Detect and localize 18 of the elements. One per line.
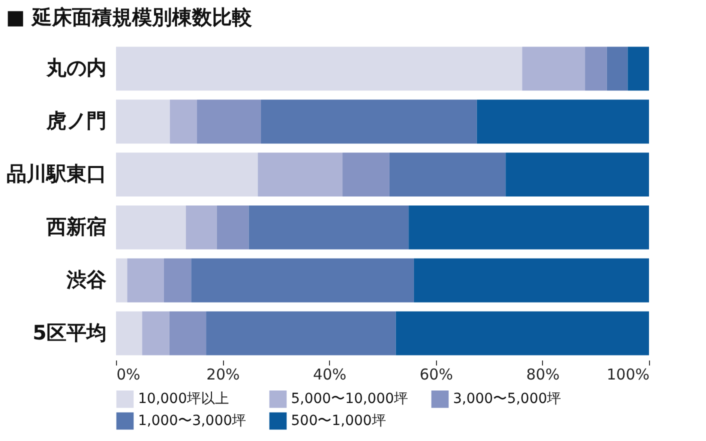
- x-tick-label: 0%: [116, 366, 140, 384]
- legend-label: 500〜1,000坪: [291, 413, 386, 429]
- legend-label: 10,000坪以上: [138, 391, 229, 408]
- x-tick-label: 80%: [526, 366, 560, 384]
- y-tick-label: 品川駅東口: [6, 162, 106, 186]
- legend-label: 5,000〜10,000坪: [291, 391, 408, 408]
- x-tick-label: 100%: [606, 366, 650, 384]
- x-tick-label: 40%: [313, 366, 346, 384]
- y-tick-label: 西新宿: [46, 214, 106, 238]
- y-tick-label: 虎ノ門: [46, 108, 106, 133]
- x-tick-label: 60%: [420, 366, 453, 384]
- y-tick-label: 渋谷: [66, 267, 108, 292]
- x-tick-label: 20%: [206, 366, 240, 384]
- legend-label: 3,000〜5,000坪: [453, 391, 562, 408]
- y-tick-label: 丸の内: [46, 56, 106, 80]
- y-tick-label: 5区平均: [32, 320, 106, 344]
- legend-label: 1,000〜3,000坪: [138, 413, 246, 429]
- chart-title: ■ 延床面積規模別棟数比較: [6, 5, 253, 29]
